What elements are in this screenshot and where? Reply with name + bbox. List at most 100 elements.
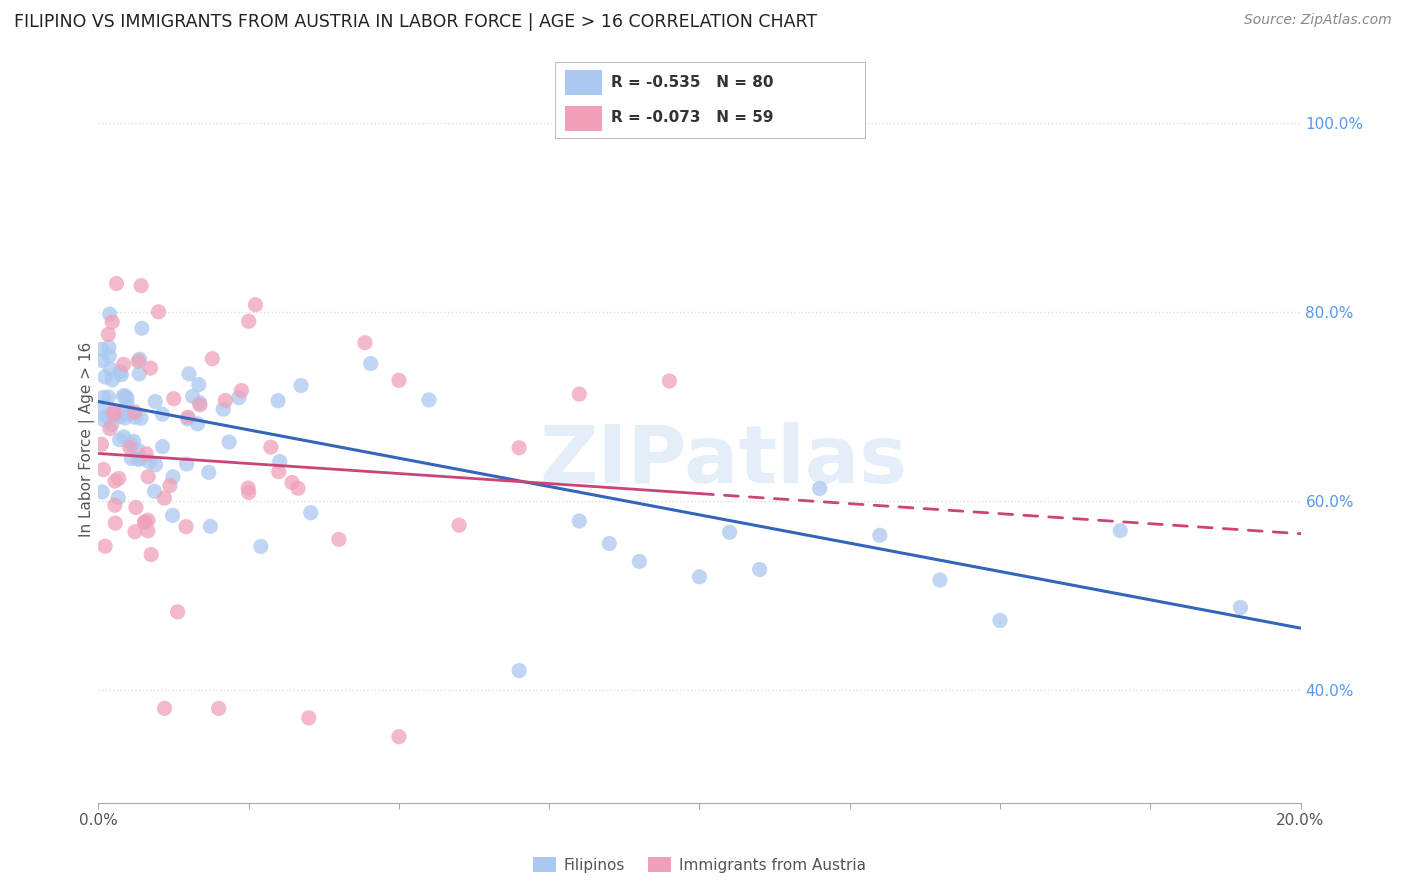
Filipinos	[808, 482, 831, 496]
Immigrants from Austria	[93, 462, 115, 476]
Immigrants from Austria	[105, 277, 128, 291]
Filipinos	[97, 340, 120, 354]
Filipinos	[128, 367, 150, 381]
Immigrants from Austria	[104, 498, 127, 512]
Filipinos	[267, 393, 290, 408]
Filipinos	[218, 435, 240, 450]
Immigrants from Austria	[139, 548, 162, 562]
Immigrants from Austria	[174, 519, 197, 533]
Immigrants from Austria	[90, 437, 112, 451]
Immigrants from Austria	[298, 711, 321, 725]
Bar	[565, 70, 602, 95]
Immigrants from Austria	[153, 701, 176, 715]
Filipinos	[97, 390, 120, 404]
Bar	[565, 105, 602, 130]
Immigrants from Austria	[127, 354, 149, 368]
Filipinos	[568, 514, 591, 528]
Filipinos	[250, 540, 273, 554]
Immigrants from Austria	[177, 410, 200, 425]
Filipinos	[115, 395, 138, 409]
Immigrants from Austria	[104, 474, 127, 488]
Filipinos	[101, 373, 124, 387]
Filipinos	[187, 417, 209, 431]
Immigrants from Austria	[124, 405, 146, 419]
Filipinos	[91, 484, 114, 499]
Filipinos	[748, 562, 770, 576]
Filipinos	[200, 519, 222, 533]
Filipinos	[114, 389, 136, 403]
Filipinos	[508, 664, 530, 678]
Immigrants from Austria	[139, 361, 162, 376]
Immigrants from Austria	[103, 404, 125, 418]
Filipinos	[111, 405, 134, 419]
Immigrants from Austria	[447, 518, 470, 533]
Immigrants from Austria	[112, 357, 135, 371]
Immigrants from Austria	[267, 465, 290, 479]
Filipinos	[228, 391, 250, 405]
Filipinos	[118, 406, 141, 420]
Immigrants from Austria	[238, 314, 260, 328]
Filipinos	[98, 362, 121, 376]
Immigrants from Austria	[148, 305, 170, 319]
Text: R = -0.073   N = 59: R = -0.073 N = 59	[612, 111, 773, 125]
Immigrants from Austria	[124, 524, 146, 539]
Immigrants from Austria	[166, 605, 188, 619]
Immigrants from Austria	[107, 471, 129, 485]
Filipinos	[143, 484, 166, 499]
Filipinos	[187, 377, 209, 392]
Immigrants from Austria	[134, 515, 156, 529]
Y-axis label: In Labor Force | Age > 16: In Labor Force | Age > 16	[79, 342, 96, 537]
Immigrants from Austria	[135, 447, 157, 461]
Immigrants from Austria	[188, 398, 211, 412]
Immigrants from Austria	[153, 491, 176, 505]
Filipinos	[197, 466, 219, 480]
Filipinos	[115, 392, 138, 406]
Filipinos	[98, 307, 121, 321]
Text: FILIPINO VS IMMIGRANTS FROM AUSTRIA IN LABOR FORCE | AGE > 16 CORRELATION CHART: FILIPINO VS IMMIGRANTS FROM AUSTRIA IN L…	[14, 13, 817, 31]
Immigrants from Austria	[231, 384, 253, 398]
Filipinos	[162, 470, 184, 484]
Filipinos	[628, 554, 651, 568]
Filipinos	[418, 392, 440, 407]
Filipinos	[152, 440, 174, 454]
Filipinos	[176, 412, 198, 426]
Filipinos	[96, 409, 118, 424]
Immigrants from Austria	[103, 407, 125, 421]
Filipinos	[299, 506, 322, 520]
Immigrants from Austria	[508, 441, 530, 455]
Legend: Filipinos, Immigrants from Austria: Filipinos, Immigrants from Austria	[527, 851, 872, 879]
Immigrants from Austria	[214, 393, 236, 408]
Filipinos	[94, 370, 117, 384]
Filipinos	[988, 614, 1011, 628]
Text: R = -0.535   N = 80: R = -0.535 N = 80	[612, 75, 773, 90]
Immigrants from Austria	[136, 524, 159, 538]
Filipinos	[108, 433, 131, 447]
Filipinos	[176, 457, 198, 471]
Filipinos	[177, 367, 200, 381]
Immigrants from Austria	[236, 481, 259, 495]
Filipinos	[108, 409, 131, 424]
Filipinos	[188, 395, 211, 409]
Filipinos	[124, 410, 146, 425]
Filipinos	[90, 343, 112, 357]
Filipinos	[181, 389, 204, 403]
Filipinos	[127, 443, 149, 458]
Immigrants from Austria	[281, 475, 304, 490]
Filipinos	[98, 349, 121, 363]
Immigrants from Austria	[658, 374, 681, 388]
Filipinos	[869, 528, 891, 542]
Immigrants from Austria	[260, 440, 283, 454]
Immigrants from Austria	[201, 351, 224, 366]
Filipinos	[120, 451, 142, 466]
Immigrants from Austria	[136, 513, 159, 527]
Immigrants from Austria	[104, 516, 127, 530]
Filipinos	[110, 365, 132, 379]
Filipinos	[91, 400, 114, 414]
Immigrants from Austria	[328, 533, 350, 547]
Filipinos	[120, 437, 142, 451]
Filipinos	[127, 452, 149, 467]
Filipinos	[152, 407, 174, 421]
Immigrants from Austria	[129, 278, 152, 293]
Filipinos	[129, 451, 152, 466]
Filipinos	[91, 412, 114, 426]
